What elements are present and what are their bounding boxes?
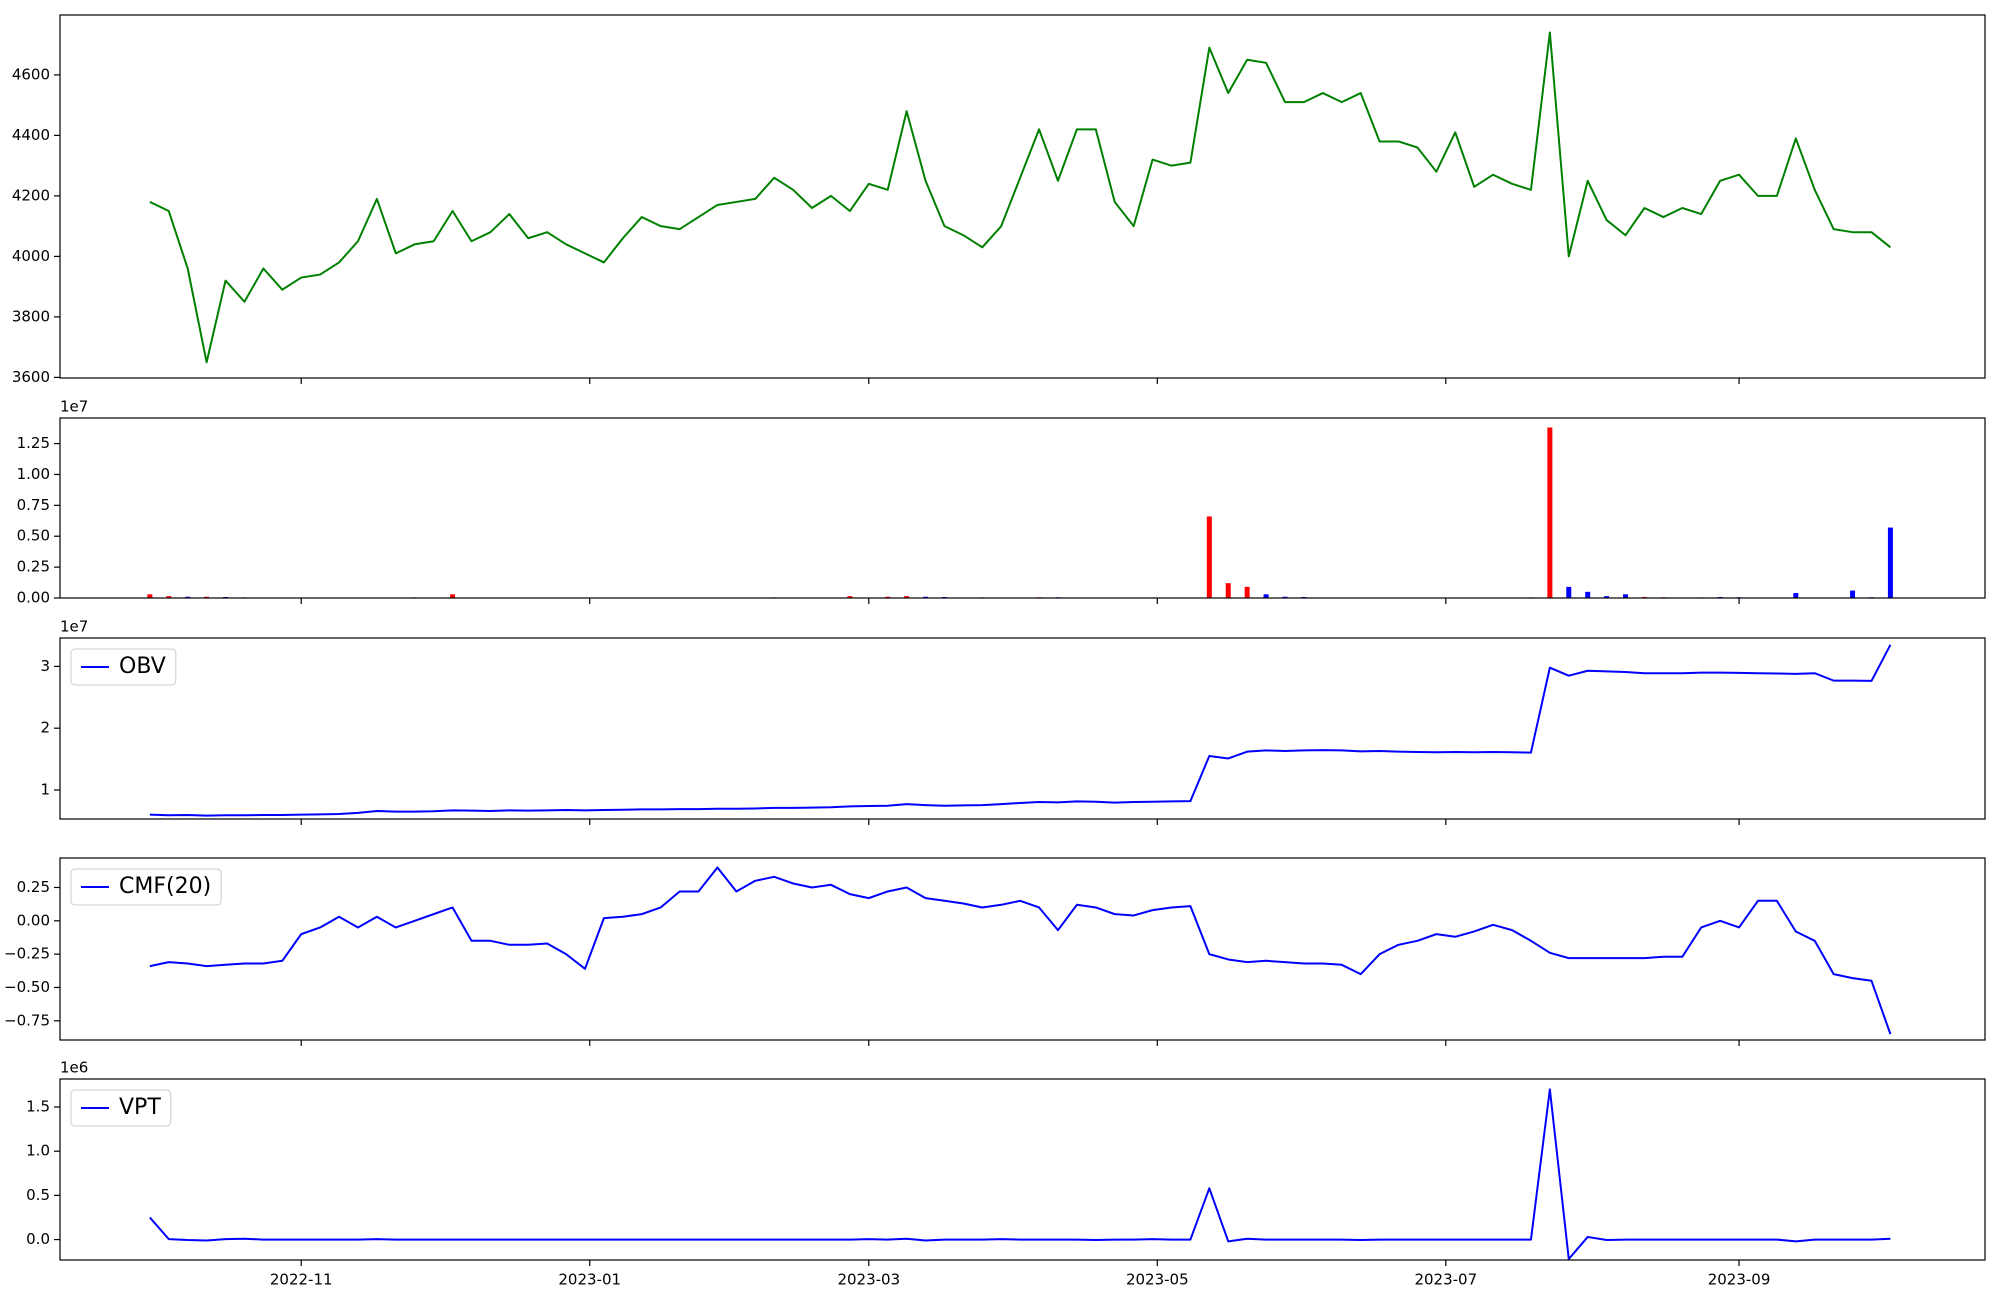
legend-label: VPT (119, 1095, 161, 1120)
bar (185, 596, 191, 598)
axis-offset-label: 1e7 (60, 398, 88, 416)
series-line (149, 31, 1892, 364)
bar (1585, 591, 1591, 598)
legend-label: OBV (119, 654, 166, 679)
bar (1623, 594, 1629, 598)
y-tick-label: 3600 (12, 368, 50, 386)
bar (1887, 527, 1893, 598)
axes-frame (59, 637, 1986, 820)
bar (1850, 590, 1856, 598)
bar (1244, 586, 1250, 598)
y-tick-label: 1.00 (17, 465, 50, 483)
y-tick-label: 0.25 (17, 558, 50, 576)
bar (885, 596, 891, 598)
series-line (149, 1088, 1891, 1261)
axes-frame (59, 857, 1986, 1041)
bar (1206, 516, 1212, 598)
y-tick-label: −0.75 (4, 1011, 50, 1029)
y-tick-label: 3800 (12, 307, 50, 325)
bar (923, 596, 929, 598)
y-tick-label: 0.75 (17, 496, 50, 514)
bar (204, 596, 210, 598)
y-tick-label: 1.25 (17, 434, 50, 452)
bar (1793, 593, 1799, 598)
y-tick-label: −0.25 (4, 945, 50, 963)
y-tick-label: 4200 (12, 186, 50, 204)
x-tick-label: 2022-11 (270, 1271, 333, 1289)
x-tick-label: 2023-03 (837, 1271, 900, 1289)
legend (70, 868, 222, 906)
y-tick-label: 0.0 (26, 1230, 50, 1248)
y-tick-label: 4600 (12, 65, 50, 83)
legend (70, 648, 177, 686)
y-tick-label: 2 (40, 719, 50, 737)
y-tick-label: 0.00 (17, 589, 50, 607)
y-tick-label: −0.50 (4, 978, 50, 996)
bar (450, 594, 456, 598)
legend-label: CMF(20) (119, 874, 211, 899)
y-tick-label: 4400 (12, 126, 50, 144)
axes-frame (59, 417, 1986, 599)
axis-offset-label: 1e6 (60, 1059, 88, 1077)
axes-frame (59, 14, 1986, 379)
bar (166, 596, 172, 598)
bar (904, 596, 910, 598)
series-line (149, 866, 1892, 1035)
y-tick-label: 1.0 (26, 1142, 50, 1160)
axis-offset-label: 1e7 (60, 618, 88, 636)
y-tick-label: 0.00 (17, 911, 50, 929)
bar (1604, 596, 1610, 598)
bar (847, 596, 853, 598)
x-tick-label: 2023-05 (1126, 1271, 1189, 1289)
x-tick-label: 2023-01 (558, 1271, 621, 1289)
bar (1263, 594, 1269, 598)
y-tick-label: 1 (40, 780, 50, 798)
x-tick-label: 2023-09 (1708, 1271, 1771, 1289)
y-tick-label: 0.25 (17, 878, 50, 896)
y-tick-label: 0.50 (17, 527, 50, 545)
axes-frame (59, 1078, 1986, 1261)
legend (70, 1089, 172, 1127)
bar (147, 594, 153, 598)
x-tick-label: 2023-07 (1414, 1271, 1477, 1289)
bar (1282, 596, 1288, 598)
y-tick-label: 1.5 (26, 1098, 50, 1116)
series-line (149, 644, 1892, 817)
bar (1547, 427, 1553, 598)
y-tick-label: 0.5 (26, 1186, 50, 1204)
y-tick-label: 4000 (12, 247, 50, 265)
bar (1225, 583, 1231, 598)
y-tick-label: 3 (40, 657, 50, 675)
bar (1566, 586, 1572, 598)
